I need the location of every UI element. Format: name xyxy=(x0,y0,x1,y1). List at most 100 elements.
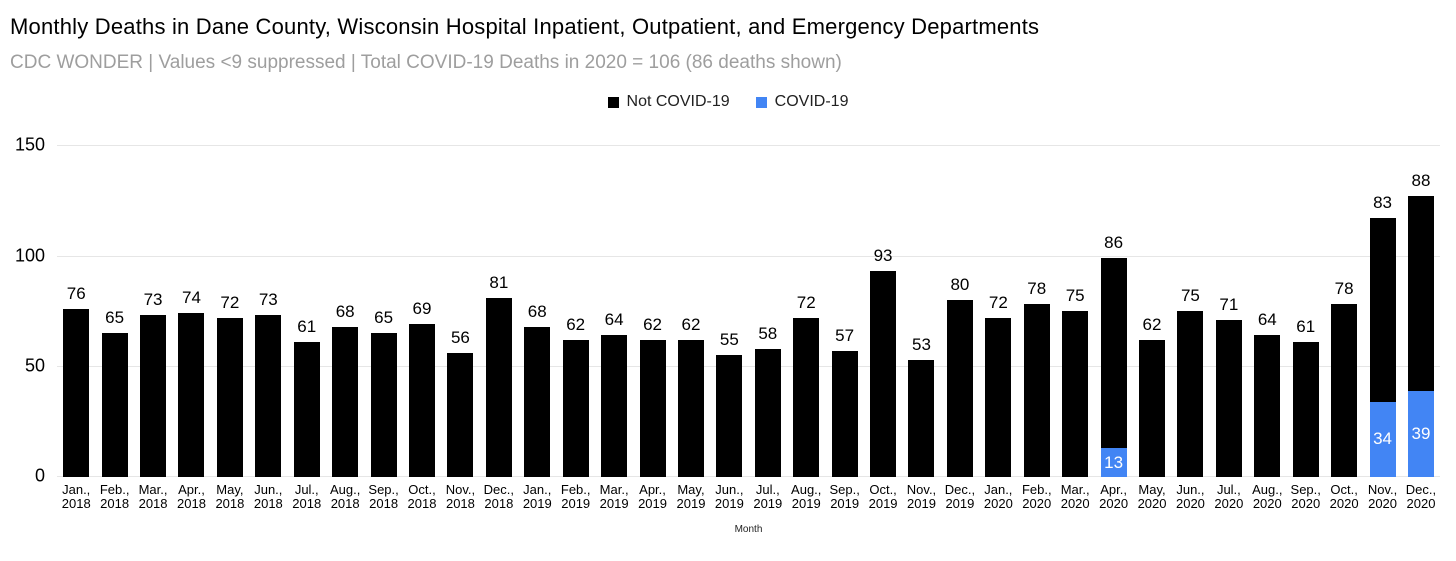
bar-stack xyxy=(1215,319,1242,477)
y-tick-label: 50 xyxy=(24,355,45,376)
bar-segment-not-covid[interactable] xyxy=(793,317,820,477)
bar-stack xyxy=(1254,335,1281,477)
x-tick-label: Mar., 2018 xyxy=(138,482,168,511)
bar-segment-not-covid[interactable] xyxy=(831,350,858,477)
chart-subtitle: CDC WONDER | Values <9 suppressed | Tota… xyxy=(10,52,842,73)
bar-value-label: 69 xyxy=(412,299,432,319)
bar-segment-not-covid[interactable] xyxy=(178,313,205,477)
bar-segment-covid[interactable]: 34 xyxy=(1369,401,1396,477)
bar-stack xyxy=(216,317,243,477)
bar-value-label: 65 xyxy=(374,308,394,328)
bar-group: 61 Sep., 2020 xyxy=(1287,145,1325,511)
x-tick-label: Jan., 2018 xyxy=(61,482,91,511)
bar-segment-not-covid[interactable] xyxy=(1023,304,1050,477)
bar-group: 62 Feb., 2019 xyxy=(556,145,594,511)
bar-stack xyxy=(1331,304,1358,477)
bar-value-label: 74 xyxy=(182,288,201,308)
x-tick-label: Sep., 2019 xyxy=(829,482,860,511)
bar-segment-not-covid[interactable] xyxy=(639,339,666,477)
legend-label-covid: COVID-19 xyxy=(774,93,849,110)
bar-stack xyxy=(101,333,128,477)
bar-segment-not-covid[interactable] xyxy=(524,326,551,477)
bar-segment-not-covid[interactable] xyxy=(485,297,512,477)
x-tick-label: Feb., 2018 xyxy=(99,482,130,511)
legend-item-not-covid[interactable]: Not COVID-19 xyxy=(607,93,730,111)
bar-value-label: 64 xyxy=(604,310,624,330)
bar-segment-not-covid[interactable] xyxy=(1062,311,1089,477)
bar-stack xyxy=(601,335,628,477)
bar-segment-not-covid[interactable] xyxy=(1407,195,1434,391)
bar-group: 75 Jun., 2020 xyxy=(1171,145,1209,511)
bar-segment-not-covid[interactable] xyxy=(601,335,628,477)
bar-value-label: 78 xyxy=(1334,279,1354,299)
bar-segment-not-covid[interactable] xyxy=(870,271,897,477)
bar-segment-covid[interactable]: 13 xyxy=(1100,448,1127,477)
bar-group: 78 Feb., 2020 xyxy=(1018,145,1056,510)
bar-stack xyxy=(1062,311,1089,477)
x-tick-label: Jul., 2020 xyxy=(1214,482,1244,511)
bar-stack: 13 xyxy=(1100,257,1127,477)
bar-segment-not-covid[interactable] xyxy=(255,315,282,477)
bar-stack xyxy=(639,339,666,477)
bar-stack xyxy=(677,339,704,477)
x-tick-label: Oct., 2019 xyxy=(868,482,898,511)
legend-label-not-covid: Not COVID-19 xyxy=(626,93,730,110)
x-tick-label: Jun., 2020 xyxy=(1175,482,1205,511)
bar-segment-not-covid[interactable] xyxy=(985,317,1012,477)
bar-segment-covid[interactable]: 39 xyxy=(1407,390,1434,477)
y-tick-label: 150 xyxy=(14,134,45,155)
bar-segment-not-covid[interactable] xyxy=(1139,339,1166,477)
bar-segment-not-covid[interactable] xyxy=(677,339,704,477)
bar-segment-not-covid[interactable] xyxy=(101,333,128,477)
chart-title: Monthly Deaths in Dane County, Wisconsin… xyxy=(10,14,1040,39)
bar-segment-not-covid[interactable] xyxy=(716,355,743,477)
bar-value-label: 76 xyxy=(66,283,86,303)
bar-group: 57 Sep., 2019 xyxy=(825,145,863,511)
bar-segment-not-covid[interactable] xyxy=(293,342,320,477)
bar-value-label: 75 xyxy=(1065,286,1085,305)
bar-segment-not-covid[interactable] xyxy=(140,315,167,477)
bar-stack xyxy=(562,339,589,477)
bar-segment-not-covid[interactable] xyxy=(1215,319,1242,477)
bar-segment-not-covid[interactable] xyxy=(332,326,359,477)
bar-segment-not-covid[interactable] xyxy=(1177,311,1204,477)
legend-item-covid[interactable]: COVID-19 xyxy=(755,93,849,111)
bar-value-label: 88 xyxy=(1411,170,1431,190)
bar-segment-not-covid[interactable] xyxy=(1331,304,1358,477)
bar-value-label: 68 xyxy=(335,301,355,321)
bar-segment-not-covid[interactable] xyxy=(562,339,589,477)
bar-value-label: 75 xyxy=(1180,286,1200,305)
bar-segment-not-covid[interactable] xyxy=(1254,335,1281,477)
x-tick-label: Oct., 2018 xyxy=(407,482,437,511)
bar-group: 55 Jun., 2019 xyxy=(710,145,748,510)
bar-segment-not-covid[interactable] xyxy=(908,359,935,477)
bar-group: 64 Mar., 2019 xyxy=(595,145,633,510)
bar-value-label: 56 xyxy=(450,328,470,348)
bar-group: 74 Apr., 2018 xyxy=(172,145,210,510)
bar-segment-not-covid[interactable] xyxy=(216,317,243,477)
bar-group: 88 39 Dec., 2020 xyxy=(1402,145,1440,511)
bar-stack xyxy=(793,317,820,477)
bar-segment-not-covid[interactable] xyxy=(63,308,90,477)
bar-segment-not-covid[interactable] xyxy=(409,324,435,477)
bar-segment-not-covid[interactable] xyxy=(946,299,973,477)
bar-segment-not-covid[interactable] xyxy=(1100,257,1127,449)
x-tick-label: Aug., 2018 xyxy=(329,482,361,511)
bar-value-label: 83 xyxy=(1373,193,1393,213)
x-tick-label: Sep., 2020 xyxy=(1290,482,1321,511)
bar-value-label: 72 xyxy=(220,292,240,312)
x-tick-label: Jul., 2019 xyxy=(753,482,783,511)
bar-segment-not-covid[interactable] xyxy=(1292,342,1319,477)
gridline: 50 xyxy=(25,356,1440,376)
bar-stack xyxy=(293,342,320,477)
bar-segment-not-covid[interactable] xyxy=(370,333,397,477)
bar-segment-not-covid[interactable] xyxy=(1369,218,1396,402)
bar-segment-not-covid[interactable] xyxy=(447,353,474,477)
bar-group: 72 Aug., 2019 xyxy=(787,145,825,511)
bar-segment-not-covid[interactable] xyxy=(754,348,781,477)
bar-value-label: 61 xyxy=(297,317,317,336)
bar-stack xyxy=(831,350,858,477)
bar-stack xyxy=(255,315,282,477)
bar-group: 56 Nov., 2018 xyxy=(441,145,479,510)
